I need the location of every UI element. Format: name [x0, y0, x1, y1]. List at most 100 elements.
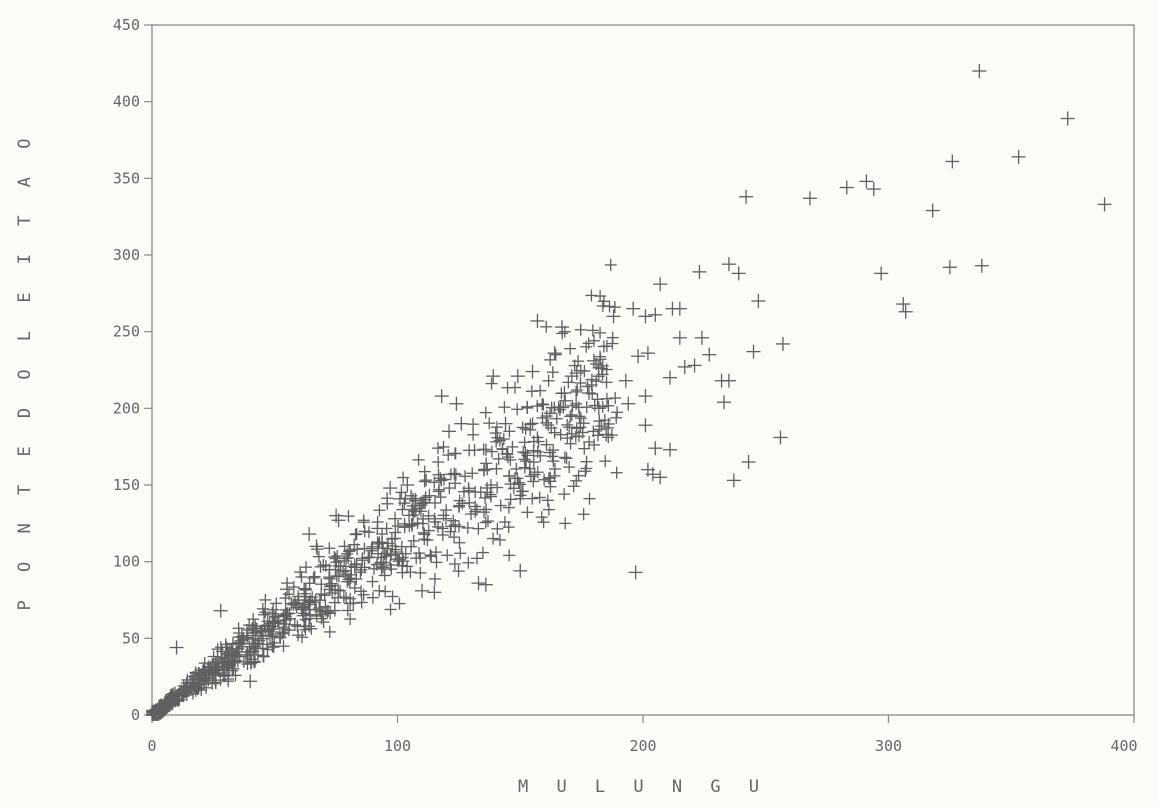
data-point	[246, 622, 259, 635]
data-point	[839, 180, 854, 195]
data-point	[866, 182, 881, 197]
data-point	[437, 509, 450, 522]
data-point	[384, 558, 397, 571]
data-point	[600, 376, 613, 389]
data-point	[621, 396, 636, 411]
data-point	[600, 392, 613, 405]
data-point	[375, 537, 388, 550]
data-point	[802, 191, 817, 206]
data-point	[582, 337, 595, 350]
data-point	[1097, 197, 1112, 212]
data-point	[431, 442, 444, 455]
data-point	[483, 417, 496, 430]
data-point	[430, 556, 443, 569]
data-point	[580, 455, 593, 468]
data-point	[653, 277, 668, 292]
data-point	[378, 547, 391, 560]
data-point	[547, 444, 560, 457]
data-point	[388, 511, 403, 526]
data-point	[479, 406, 492, 419]
data-point	[564, 437, 577, 450]
data-point	[597, 340, 610, 353]
data-point	[323, 542, 336, 555]
data-point	[193, 666, 206, 679]
data-point	[147, 708, 160, 721]
data-point	[164, 689, 179, 704]
data-point	[207, 650, 220, 663]
data-point	[420, 474, 433, 487]
data-point	[726, 473, 741, 488]
data-point	[564, 369, 579, 384]
data-point	[585, 289, 598, 302]
data-point	[344, 613, 357, 626]
data-point	[485, 445, 498, 458]
data-point	[527, 475, 540, 488]
data-point	[545, 421, 558, 434]
data-point	[974, 258, 989, 273]
data-point	[739, 189, 754, 204]
data-point	[527, 435, 540, 448]
data-point	[213, 603, 228, 618]
data-point	[500, 447, 513, 460]
data-point	[245, 656, 258, 669]
data-point	[434, 491, 447, 504]
y-tick-label: 350	[113, 169, 140, 187]
data-point	[449, 396, 464, 411]
data-point	[389, 548, 402, 561]
y-tick-label: 50	[122, 629, 140, 647]
data-point	[491, 481, 504, 494]
data-point	[373, 584, 386, 597]
data-point	[558, 325, 571, 338]
data-point	[292, 629, 305, 642]
data-point	[422, 488, 437, 503]
data-point	[424, 549, 437, 562]
data-point	[341, 575, 354, 588]
data-point	[610, 466, 623, 479]
data-point	[366, 591, 379, 604]
data-point	[395, 486, 408, 499]
data-point	[506, 440, 519, 453]
data-point	[549, 348, 562, 361]
data-point	[339, 568, 352, 581]
data-point	[479, 491, 492, 504]
data-point	[925, 203, 940, 218]
data-point	[338, 554, 351, 567]
data-point	[638, 389, 653, 404]
data-point	[428, 476, 441, 489]
data-point	[290, 601, 303, 614]
data-point	[618, 373, 633, 388]
data-point	[399, 547, 412, 560]
data-point	[413, 547, 426, 560]
data-point	[463, 496, 476, 509]
data-point	[492, 452, 505, 465]
data-point	[467, 418, 480, 431]
data-point	[384, 603, 397, 616]
data-point	[481, 486, 494, 499]
data-point	[373, 504, 386, 517]
data-point	[343, 545, 356, 558]
data-point	[288, 618, 301, 631]
data-point	[337, 565, 350, 578]
data-point	[469, 486, 482, 499]
data-point	[481, 515, 494, 528]
data-point	[283, 607, 296, 620]
data-point	[256, 602, 269, 615]
data-point	[313, 594, 326, 607]
data-point	[560, 452, 573, 465]
data-point	[559, 517, 572, 530]
data-point	[610, 411, 623, 424]
data-point	[490, 421, 503, 434]
y-tick-label: 250	[113, 323, 140, 341]
data-point	[354, 566, 367, 579]
data-point	[396, 503, 409, 516]
data-point	[303, 612, 316, 625]
data-point	[547, 346, 562, 361]
data-point	[491, 522, 504, 535]
data-point	[525, 364, 540, 379]
data-point	[527, 456, 540, 469]
data-point	[526, 417, 539, 430]
data-point	[896, 297, 911, 312]
data-point	[486, 369, 501, 384]
data-point	[379, 585, 392, 598]
data-point	[330, 556, 343, 569]
